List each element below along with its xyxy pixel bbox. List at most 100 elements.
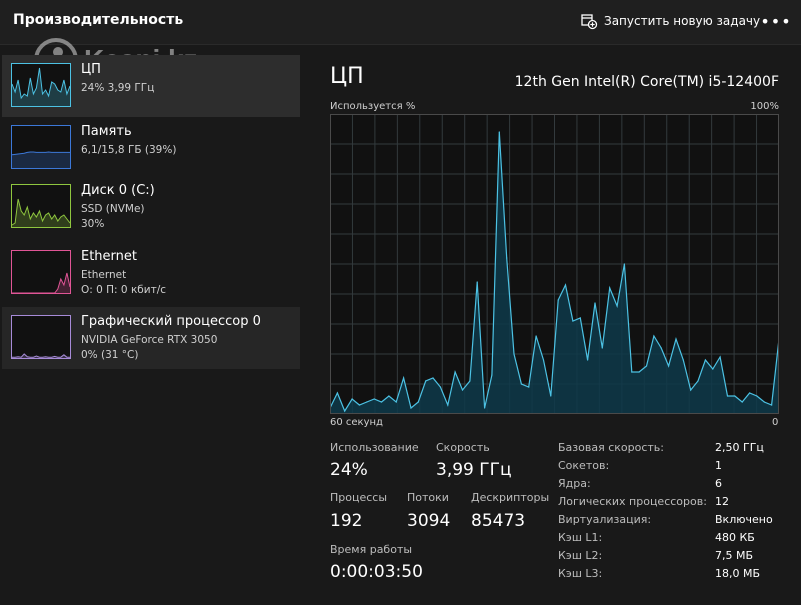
x-axis-left-label: 60 секунд [330, 417, 383, 428]
spec-key-cores: Ядра: [558, 477, 591, 490]
thumbnail-area [12, 68, 70, 106]
data-point [461, 389, 464, 391]
thumbnail-frame [11, 315, 71, 359]
data-point [491, 374, 493, 376]
sidebar-item-ethernet[interactable]: Ethernet Ethernet О: 0 П: 0 кбит/с [2, 242, 300, 304]
speed-label: Скорость [436, 441, 490, 454]
data-point [660, 347, 662, 349]
run-new-task-button[interactable]: Запустить новую задачу [580, 8, 760, 34]
sidebar-item-title: Графический процессор 0 [81, 314, 261, 329]
data-point [403, 377, 405, 379]
spec-key-l1-cache: Кэш L1: [558, 531, 603, 544]
data-point [439, 386, 441, 388]
data-point [587, 359, 589, 361]
data-point [712, 368, 714, 370]
data-point [734, 395, 736, 397]
spec-value-logical-processors: 12 [715, 495, 729, 508]
data-point [351, 398, 353, 400]
data-point [623, 263, 625, 265]
data-point [756, 395, 758, 397]
data-point [645, 365, 648, 367]
data-point [697, 380, 699, 382]
handles-label: Дескрипторы [471, 491, 550, 504]
data-point [344, 410, 346, 412]
sidebar-item-subtitle: Ethernet [81, 269, 127, 281]
run-new-task-label: Запустить новую задачу [604, 14, 761, 28]
data-point [690, 389, 692, 391]
thumbnail-frame [11, 250, 71, 294]
thumbnail-area [12, 152, 70, 168]
data-point [373, 398, 375, 400]
data-point [366, 401, 368, 403]
data-point [741, 401, 743, 403]
data-point [557, 299, 559, 301]
x-axis-right-label: 0 [772, 417, 779, 428]
spec-key-l3-cache: Кэш L3: [558, 567, 603, 580]
data-point [682, 359, 684, 361]
data-point [476, 281, 478, 283]
threads-label: Потоки [407, 491, 449, 504]
more-options-button[interactable]: ••• [760, 11, 792, 31]
data-point [564, 284, 567, 286]
data-point [771, 404, 773, 406]
data-point [469, 380, 471, 382]
sidebar-item-subtitle-2: 30% [81, 218, 105, 230]
data-point [763, 401, 765, 403]
sidebar-item-memory[interactable]: Память 6,1/15,8 ГБ (39%) [2, 117, 300, 179]
processes-value: 192 [330, 511, 363, 531]
handles-value: 85473 [471, 511, 526, 531]
chart-border [330, 114, 779, 414]
spec-value-l1-cache: 480 КБ [715, 531, 755, 544]
data-point [395, 401, 397, 403]
thumbnail-area [12, 273, 70, 293]
spec-value-virtualization: Включено [715, 513, 773, 526]
data-point [528, 386, 530, 388]
sidebar-item-title: Ethernet [81, 249, 137, 264]
y-axis-max-label: 100% [750, 101, 779, 112]
sidebar: ЦП 24% 3,99 ГГц Память 6,1/15,8 ГБ (39%)… [0, 45, 300, 605]
sidebar-item-gpu[interactable]: Графический процессор 0 NVIDIA GeForce R… [2, 307, 300, 369]
data-point [542, 359, 545, 361]
data-point [513, 353, 515, 355]
data-point [506, 257, 508, 259]
sidebar-item-subtitle: 6,1/15,8 ГБ (39%) [81, 144, 177, 156]
main-section-title: ЦП [330, 64, 364, 89]
data-point [668, 365, 670, 367]
spec-key-l2-cache: Кэш L2: [558, 549, 603, 562]
data-point [425, 380, 427, 382]
data-point [749, 392, 751, 394]
thumbnail-line [12, 272, 71, 294]
disk-thumbnail-graph [11, 184, 71, 228]
sidebar-item-disk[interactable]: Диск 0 (C:) SSD (NVMe) 30% [2, 176, 300, 238]
spec-value-l2-cache: 7,5 МБ [715, 549, 754, 562]
spec-key-sockets: Сокетов: [558, 459, 610, 472]
memory-thumbnail-graph [11, 125, 71, 169]
data-point [336, 392, 338, 394]
title-bar: Производительность Запустить новую задач… [0, 0, 801, 45]
data-point [535, 335, 537, 337]
cpu-usage-line [330, 131, 779, 413]
sidebar-item-subtitle-2: О: 0 П: 0 кбит/с [81, 284, 167, 296]
sidebar-item-title: ЦП [81, 62, 101, 77]
spec-key-logical-processors: Логических процессоров: [558, 495, 707, 508]
new-task-icon [581, 14, 598, 30]
sidebar-item-subtitle: NVIDIA GeForce RTX 3050 [81, 334, 218, 346]
cpu-usage-area [330, 132, 779, 414]
spec-key-virtualization: Виртуализация: [558, 513, 652, 526]
data-point [410, 407, 412, 409]
spec-value-base-speed: 2,50 ГГц [715, 441, 764, 454]
thumbnail-frame [11, 184, 71, 228]
spec-value-l3-cache: 18,0 МБ [715, 567, 761, 580]
data-point [572, 320, 574, 322]
sidebar-item-subtitle: SSD (NVMe) [81, 203, 145, 215]
spec-value-sockets: 1 [715, 459, 722, 472]
data-point [498, 131, 500, 133]
sidebar-item-cpu[interactable]: ЦП 24% 3,99 ГГц [2, 55, 300, 117]
data-point [520, 383, 522, 385]
data-point [594, 302, 596, 304]
gpu-thumbnail-graph [11, 315, 71, 359]
data-point [704, 359, 706, 361]
data-point [653, 335, 655, 337]
thumbnail-line [11, 198, 71, 226]
data-point [675, 338, 677, 340]
